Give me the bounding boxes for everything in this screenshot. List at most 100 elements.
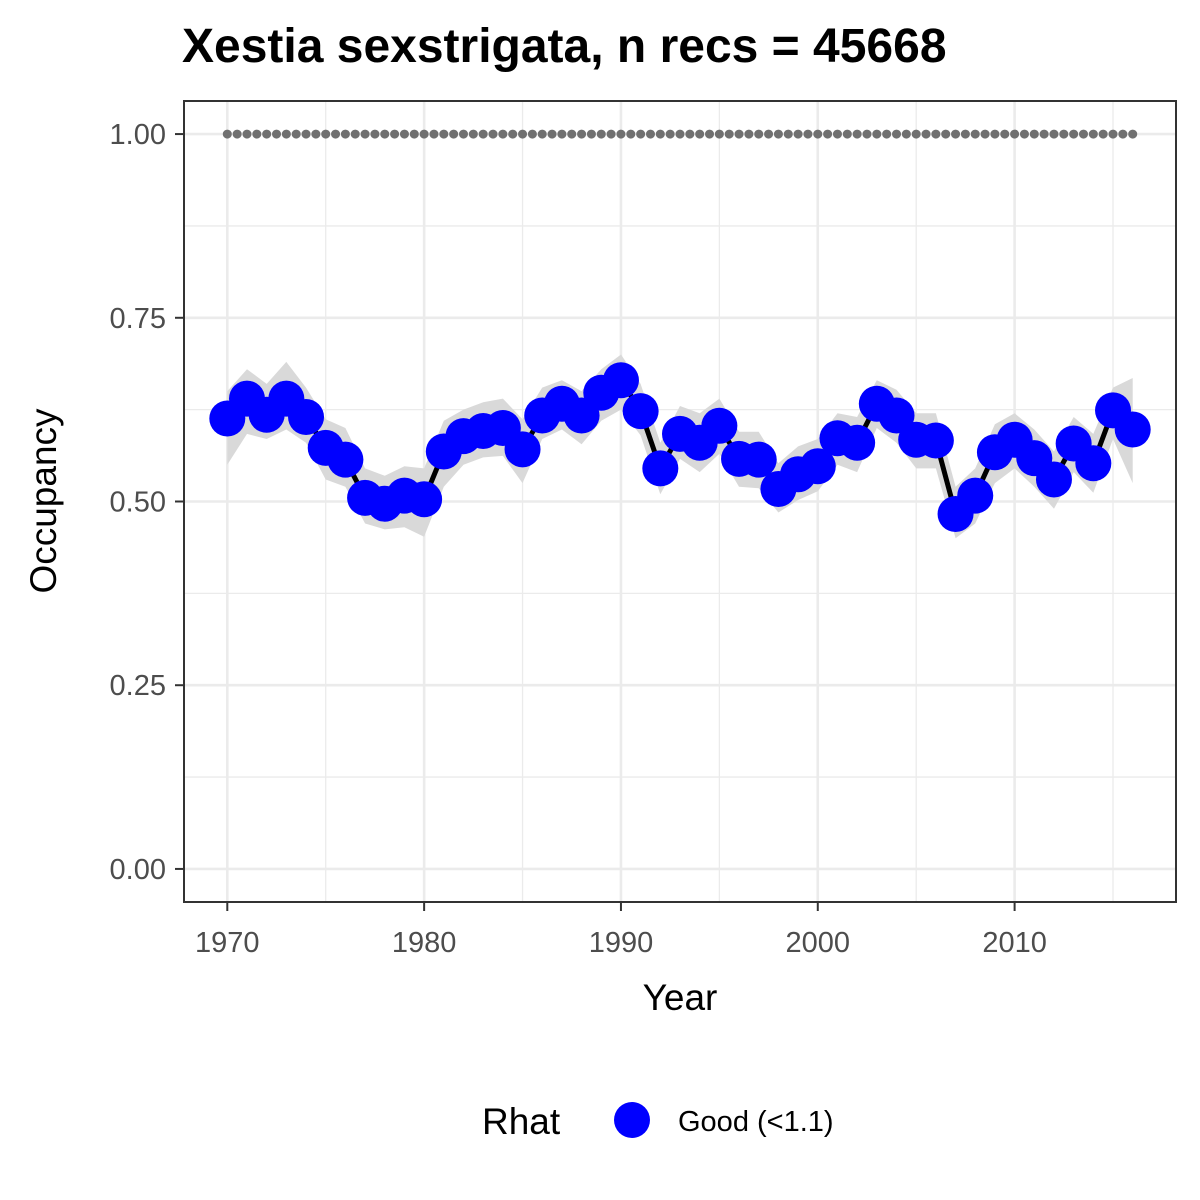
reference-dot	[1000, 129, 1010, 139]
reference-dot	[931, 129, 941, 139]
reference-dot	[665, 129, 675, 139]
reference-dot	[1069, 129, 1079, 139]
reference-dot	[911, 129, 921, 139]
reference-dot	[291, 129, 301, 139]
reference-dot	[636, 129, 646, 139]
reference-dot	[695, 129, 705, 139]
reference-dot	[1118, 129, 1128, 139]
reference-dot	[488, 129, 498, 139]
y-axis-title: Occupancy	[23, 408, 64, 594]
x-tick-label: 2000	[786, 927, 851, 959]
reference-dot	[557, 129, 567, 139]
reference-dot	[281, 129, 291, 139]
reference-dot	[262, 129, 272, 139]
reference-dot	[232, 129, 242, 139]
data-point	[1075, 445, 1112, 482]
legend-key-good	[614, 1102, 650, 1138]
reference-dot	[1108, 129, 1118, 139]
reference-dot	[842, 129, 852, 139]
reference-dot	[862, 129, 872, 139]
reference-dot	[419, 129, 429, 139]
reference-dot	[518, 129, 528, 139]
x-tick-label: 1970	[195, 927, 260, 959]
reference-dot	[872, 129, 882, 139]
data-point	[406, 481, 443, 518]
reference-dot	[458, 129, 468, 139]
x-tick-label: 1980	[392, 927, 457, 959]
data-point	[327, 441, 364, 478]
reference-dot	[970, 129, 980, 139]
reference-dot	[527, 129, 537, 139]
reference-dot	[882, 129, 892, 139]
data-point	[622, 393, 659, 430]
reference-dot	[311, 129, 321, 139]
reference-dot	[990, 129, 1000, 139]
y-tick-label: 0.25	[110, 670, 166, 702]
x-axis-ticks: 1970 1980 1990 2000 2010	[195, 902, 1047, 959]
data-point	[602, 362, 639, 399]
reference-dot	[1029, 129, 1039, 139]
y-axis-ticks: 0.00 0.25 0.50 0.75 1.00	[110, 119, 184, 886]
reference-dot	[626, 129, 636, 139]
data-point	[917, 422, 954, 459]
reference-dot	[439, 129, 449, 139]
reference-dot	[685, 129, 695, 139]
reference-dot	[301, 129, 311, 139]
data-point	[701, 407, 738, 444]
reference-dot	[980, 129, 990, 139]
legend: Rhat Good (<1.1)	[482, 1101, 834, 1142]
reference-dot	[370, 129, 380, 139]
y-tick-label: 0.00	[110, 854, 166, 886]
reference-dot	[754, 129, 764, 139]
reference-dot	[321, 129, 331, 139]
reference-dot	[823, 129, 833, 139]
data-point	[957, 477, 994, 514]
reference-dot	[596, 129, 606, 139]
reference-dot	[793, 129, 803, 139]
reference-dot	[360, 129, 370, 139]
reference-dot	[1078, 129, 1088, 139]
x-tick-label: 2010	[982, 927, 1047, 959]
reference-dot	[1039, 129, 1049, 139]
data-point	[878, 397, 915, 434]
x-tick-label: 1990	[589, 927, 654, 959]
reference-dot	[734, 129, 744, 139]
reference-dot	[705, 129, 715, 139]
reference-dot	[1098, 129, 1108, 139]
reference-dot	[222, 129, 232, 139]
reference-line-layer	[222, 129, 1138, 139]
reference-dot	[390, 129, 400, 139]
reference-dot	[832, 129, 842, 139]
y-tick-label: 0.75	[110, 303, 166, 335]
legend-label-good: Good (<1.1)	[678, 1106, 834, 1138]
reference-dot	[331, 129, 341, 139]
reference-dot	[852, 129, 862, 139]
data-point	[288, 398, 325, 435]
reference-dot	[764, 129, 774, 139]
data-point	[1035, 461, 1072, 498]
reference-dot	[1128, 129, 1138, 139]
reference-dot	[892, 129, 902, 139]
reference-dot	[773, 129, 783, 139]
reference-dot	[340, 129, 350, 139]
data-point	[740, 441, 777, 478]
data-point	[839, 424, 876, 461]
reference-dot	[409, 129, 419, 139]
reference-dot	[783, 129, 793, 139]
reference-dot	[744, 129, 754, 139]
reference-dot	[380, 129, 390, 139]
reference-dot	[1088, 129, 1098, 139]
reference-dot	[577, 129, 587, 139]
reference-dot	[803, 129, 813, 139]
reference-dot	[813, 129, 823, 139]
reference-dot	[242, 129, 252, 139]
reference-dot	[714, 129, 724, 139]
reference-dot	[1059, 129, 1069, 139]
reference-dot	[567, 129, 577, 139]
data-point	[1114, 411, 1151, 448]
reference-dot	[724, 129, 734, 139]
legend-title: Rhat	[482, 1101, 561, 1142]
reference-dot	[921, 129, 931, 139]
